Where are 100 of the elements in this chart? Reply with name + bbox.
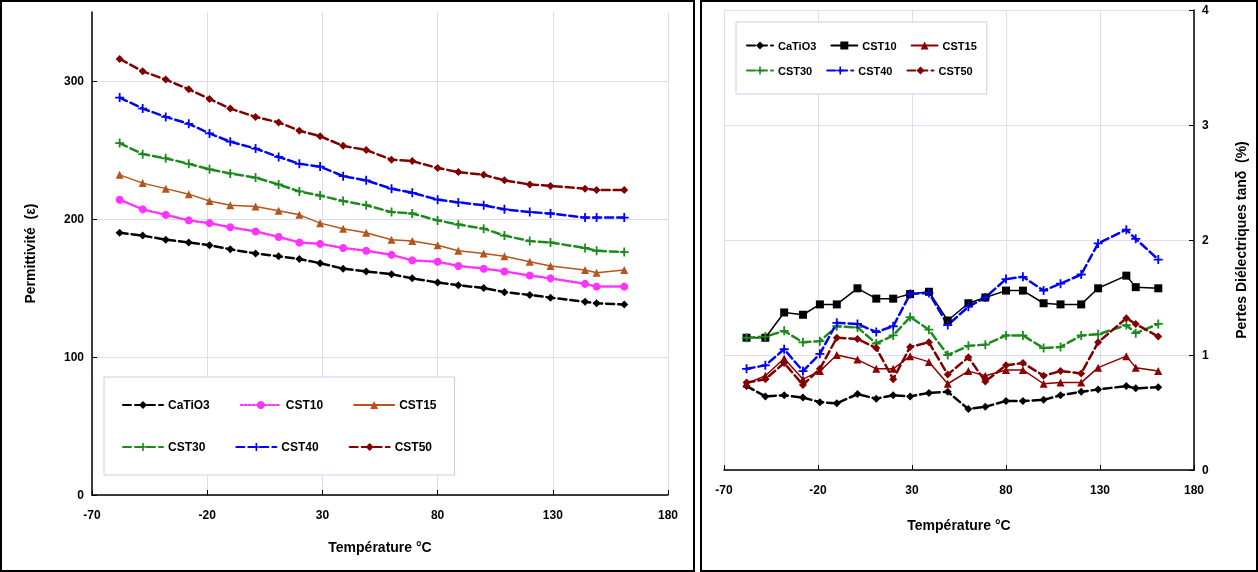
point [362, 228, 371, 237]
point [872, 344, 881, 353]
point [1018, 397, 1027, 405]
legend-label: CST30 [778, 64, 813, 77]
point [760, 360, 770, 370]
point [338, 171, 348, 181]
point [339, 141, 348, 150]
x-tick-label: -20 [198, 508, 217, 522]
point [1077, 369, 1086, 378]
point [115, 138, 125, 148]
point [980, 340, 990, 350]
x-tick-label: -70 [83, 508, 101, 522]
point [546, 274, 555, 283]
point [779, 326, 789, 336]
point [161, 153, 171, 163]
point [1039, 379, 1048, 388]
point [943, 350, 953, 360]
point [454, 168, 463, 177]
point [115, 54, 124, 63]
point [274, 232, 283, 241]
point [1077, 378, 1086, 387]
point [295, 238, 304, 247]
point [905, 312, 915, 322]
point [872, 364, 881, 373]
point [433, 163, 442, 172]
y2-tick-label: 2 [1202, 233, 1209, 247]
legend-label: CST50 [394, 440, 433, 454]
point [1039, 395, 1048, 404]
point [943, 320, 953, 330]
point [433, 257, 442, 266]
point [274, 152, 284, 162]
point [251, 249, 260, 258]
point [580, 243, 590, 253]
point [362, 267, 371, 276]
point [251, 227, 260, 236]
point [161, 184, 170, 193]
point [761, 392, 770, 401]
point [1121, 320, 1131, 330]
point [981, 402, 990, 411]
x-tick-label: 180 [657, 508, 679, 522]
point [184, 119, 194, 129]
point [184, 159, 194, 169]
point [184, 216, 193, 225]
point [761, 375, 770, 384]
point [1122, 314, 1131, 323]
point [815, 300, 824, 309]
point [226, 245, 235, 254]
point [619, 213, 629, 223]
point [274, 252, 283, 261]
point [581, 184, 590, 193]
point [295, 255, 304, 264]
point [339, 224, 348, 233]
point [943, 387, 952, 396]
legend-label: CST10 [862, 39, 897, 52]
x-tick-label: 80 [430, 508, 445, 522]
point [1094, 363, 1103, 372]
point [500, 176, 509, 185]
point [500, 252, 509, 261]
point [226, 104, 235, 113]
point [362, 246, 371, 255]
y2-tick-label: 3 [1202, 118, 1209, 132]
point [1056, 300, 1065, 309]
point [580, 213, 590, 223]
x-axis-title: Température °C [328, 539, 432, 555]
point [815, 336, 825, 346]
point [1154, 332, 1163, 341]
point [184, 238, 193, 247]
point [274, 118, 283, 127]
point [853, 390, 862, 399]
point [619, 247, 629, 257]
point [1039, 299, 1048, 308]
point [408, 274, 417, 283]
point [408, 256, 417, 265]
point [205, 219, 214, 228]
point [592, 268, 601, 277]
point [924, 357, 933, 366]
point [1002, 397, 1010, 405]
point [500, 267, 509, 276]
point [274, 206, 283, 215]
point [1056, 378, 1065, 387]
point [339, 264, 348, 273]
point [1018, 286, 1027, 295]
point [981, 377, 990, 386]
point [316, 239, 325, 248]
point [205, 241, 214, 250]
point [815, 398, 824, 407]
point [798, 310, 807, 319]
x-tick-label: -20 [809, 483, 827, 497]
point [387, 250, 396, 259]
point [433, 195, 443, 205]
point [780, 308, 789, 317]
legend-label: CST40 [281, 440, 320, 454]
point [1153, 319, 1163, 329]
point [832, 399, 841, 408]
point [1039, 371, 1048, 380]
point [433, 215, 443, 225]
point [620, 186, 629, 195]
point [1131, 234, 1141, 244]
y2-tick-label: 1 [1202, 348, 1209, 362]
point [1131, 328, 1141, 338]
